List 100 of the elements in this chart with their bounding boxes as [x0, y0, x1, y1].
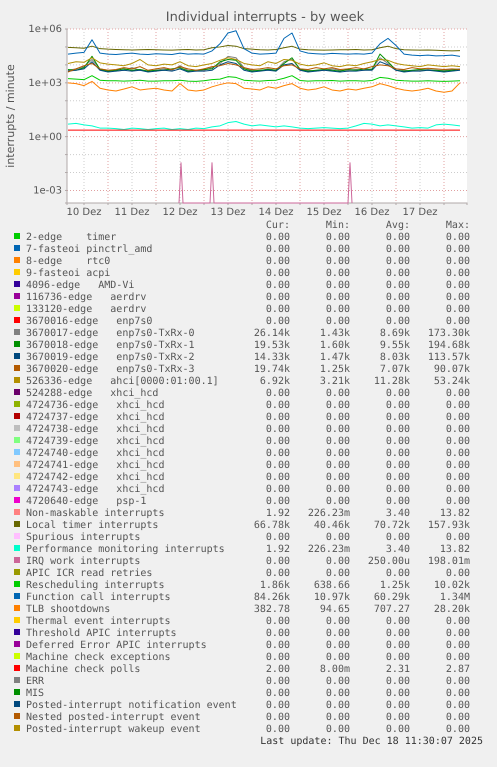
legend-label: 4724736-edge xhci_hcd	[26, 400, 164, 411]
text: 0.00	[446, 628, 470, 639]
text: 0.00	[266, 232, 290, 243]
text: 0.00	[266, 472, 290, 483]
y-axis-title: interrupts / minute	[4, 64, 17, 168]
text: 0.00	[386, 676, 410, 687]
text: 0.00	[386, 460, 410, 471]
text: 66.78k	[254, 520, 290, 531]
text: 90.07k	[434, 364, 470, 375]
text: 0.00	[446, 400, 470, 411]
text: 2.00	[266, 664, 290, 675]
text: 0.00	[326, 268, 350, 279]
text: 0.00	[326, 400, 350, 411]
legend-label: Machine check exceptions	[26, 652, 170, 663]
legend-label: 4720640-edge psp-1	[26, 496, 146, 507]
legend-label: Posted-interrupt notification event	[26, 700, 237, 711]
text: 0.00	[446, 532, 470, 543]
text: 0.00	[386, 316, 410, 327]
text: 26.14k	[254, 328, 290, 339]
text: 53.24k	[434, 376, 470, 387]
legend-label: 4724741-edge xhci_hcd	[26, 460, 164, 471]
text: 1.92	[266, 508, 290, 519]
x-tick-label: 11 Dez	[114, 207, 150, 218]
text: 0.00	[266, 556, 290, 567]
text: 0.00	[326, 688, 350, 699]
text: 0.00	[266, 400, 290, 411]
text: 0.00	[266, 676, 290, 687]
legend-label: APIC ICR read retries	[26, 568, 152, 579]
text: 1.25k	[320, 364, 350, 375]
legend-label: 4724740-edge xhci_hcd	[26, 448, 164, 459]
text: 638.66	[314, 580, 350, 591]
text: 8.03k	[380, 352, 410, 363]
text: 0.00	[326, 412, 350, 423]
legend-label: Function call interrupts	[26, 592, 170, 603]
text: 0.00	[326, 628, 350, 639]
text: 28.20k	[434, 604, 470, 615]
legend-label: 4724742-edge xhci_hcd	[26, 472, 164, 483]
text: 0.00	[446, 316, 470, 327]
text: 0.00	[266, 712, 290, 723]
text: 0.00	[266, 316, 290, 327]
text: 19.53k	[254, 340, 290, 351]
legend-label: ERR	[26, 676, 46, 687]
text: 0.00	[326, 436, 350, 447]
text: 250.00u	[368, 556, 410, 567]
text: 0.00	[326, 316, 350, 327]
y-tick-label: 1e-03	[33, 186, 62, 197]
text: Max:	[446, 220, 470, 231]
text: 0.00	[326, 448, 350, 459]
text: 0.00	[386, 484, 410, 495]
text: 1.86k	[260, 580, 290, 591]
y-tick-label: 1e+06	[28, 24, 62, 36]
legend-label: Deferred Error APIC interrupts	[26, 640, 207, 651]
text: 0.00	[386, 244, 410, 255]
text: 0.00	[446, 496, 470, 507]
text: 0.00	[446, 448, 470, 459]
text: 113.57k	[428, 352, 470, 363]
line-series	[68, 120, 460, 130]
text: 0.00	[386, 712, 410, 723]
text: 0.00	[326, 256, 350, 267]
y-tick-label: 1e+03	[28, 78, 62, 90]
text: 0.00	[446, 676, 470, 687]
text: 0.00	[446, 712, 470, 723]
text: 0.00	[386, 280, 410, 291]
text: 707.27	[374, 604, 410, 615]
text: 0.00	[446, 292, 470, 303]
text: 382.78	[254, 604, 290, 615]
text: 14.33k	[254, 352, 290, 363]
text: 0.00	[386, 388, 410, 399]
text: 0.00	[326, 712, 350, 723]
text: 19.74k	[254, 364, 290, 375]
legend-label: Spurious interrupts	[26, 532, 140, 543]
text: 0.00	[386, 568, 410, 579]
text: 198.01m	[428, 556, 470, 567]
legend-label: Machine check polls	[26, 664, 140, 675]
text: 0.00	[326, 676, 350, 687]
legend-label: 4724738-edge xhci_hcd	[26, 424, 164, 435]
text: 0.00	[266, 280, 290, 291]
legend-label: IRQ work interrupts	[26, 556, 140, 567]
legend-label: 4096-edge AMD-Vi	[26, 280, 134, 291]
legend-label: MIS	[26, 688, 44, 699]
text: 0.00	[446, 640, 470, 651]
text: 0.00	[446, 688, 470, 699]
text: 0.00	[266, 412, 290, 423]
text: 0.00	[326, 484, 350, 495]
text: 157.93k	[428, 520, 470, 531]
text: 0.00	[266, 244, 290, 255]
text: 70.72k	[374, 520, 410, 531]
legend-label: 524288-edge xhci_hcd	[26, 388, 158, 399]
text: 226.23m	[308, 508, 350, 519]
text: 1.92	[266, 544, 290, 555]
text: 0.00	[386, 724, 410, 735]
text: 0.00	[386, 700, 410, 711]
text: 84.26k	[254, 592, 290, 603]
text: 0.00	[326, 616, 350, 627]
text: 0.00	[266, 304, 290, 315]
legend-label: 9-fasteoi acpi	[26, 268, 110, 279]
line-series	[68, 57, 460, 68]
text: 0.00	[326, 424, 350, 435]
text: 173.30k	[428, 328, 470, 339]
legend-label: 4724737-edge xhci_hcd	[26, 412, 164, 423]
